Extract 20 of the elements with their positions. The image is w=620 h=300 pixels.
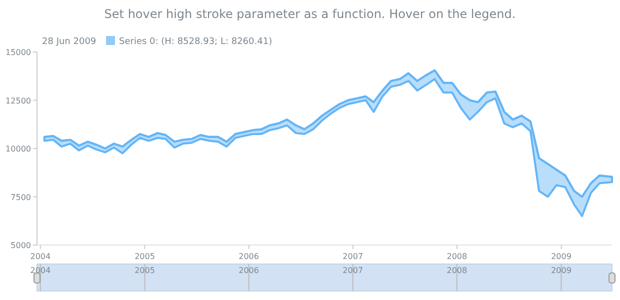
x2-tick-label: 2007 (342, 266, 364, 275)
x-tick-label: 2006 (238, 252, 259, 261)
y-tick-label: 15000 (6, 48, 31, 57)
x-tick-label: 2004 (30, 252, 51, 261)
y-tick-label: 7500 (10, 192, 31, 202)
chart-title: Set hover high stroke parameter as a function. Hover on the legend. (104, 7, 516, 21)
x-tick-label: 2005 (134, 252, 155, 261)
x2-tick-label: 2006 (238, 266, 259, 275)
y-tick-label: 12500 (6, 96, 31, 106)
x2-tick-label: 2004 (30, 266, 51, 275)
x2-tick-label: 2008 (446, 266, 468, 275)
legend-label: Series 0: (H: 8528.93; L: 8260.41) (119, 37, 272, 47)
x-tick-label: 2009 (551, 252, 572, 261)
x2-tick-label: 2009 (551, 266, 572, 275)
legend-title: 28 Jun 2009 (42, 37, 96, 47)
x-tick-label: 2007 (342, 252, 364, 261)
x2-tick-label: 2005 (134, 266, 155, 275)
y-tick-label: 10000 (6, 144, 31, 154)
x-tick-label: 2008 (446, 252, 468, 261)
y-tick-label: 5000 (10, 241, 31, 250)
